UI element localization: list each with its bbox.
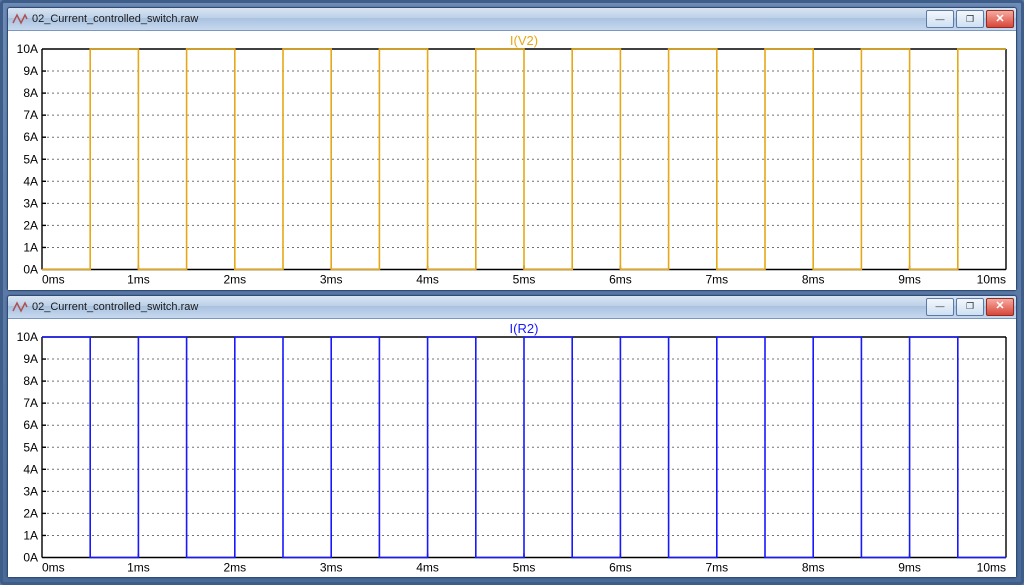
- svg-text:2A: 2A: [23, 506, 38, 520]
- svg-text:5ms: 5ms: [513, 273, 536, 287]
- plot-area-0[interactable]: 0A 1A 2A 3A 4A 5A 6A 7A 8A 9A 10A 0ms 1ms 2ms 3ms 4ms 5m…: [8, 31, 1016, 290]
- svg-text:3ms: 3ms: [320, 560, 343, 574]
- svg-text:I(R2): I(R2): [510, 321, 539, 336]
- window-controls-1: — ❐ ✕: [926, 298, 1014, 316]
- svg-text:4ms: 4ms: [416, 560, 439, 574]
- svg-text:10A: 10A: [17, 330, 38, 344]
- svg-text:3A: 3A: [23, 196, 38, 210]
- app-icon: [12, 11, 28, 27]
- svg-text:I(V2): I(V2): [510, 33, 538, 48]
- app-icon: [12, 299, 28, 315]
- svg-text:10ms: 10ms: [977, 560, 1006, 574]
- svg-text:1ms: 1ms: [127, 560, 150, 574]
- svg-text:9A: 9A: [23, 64, 38, 78]
- svg-text:5A: 5A: [23, 152, 38, 166]
- svg-text:7ms: 7ms: [705, 560, 728, 574]
- svg-text:2A: 2A: [23, 218, 38, 232]
- titlebar-1[interactable]: 02_Current_controlled_switch.raw — ❐ ✕: [8, 296, 1016, 319]
- maximize-button[interactable]: ❐: [956, 10, 984, 28]
- svg-text:1A: 1A: [23, 240, 38, 254]
- svg-text:2ms: 2ms: [223, 560, 246, 574]
- svg-text:7ms: 7ms: [705, 273, 728, 287]
- svg-text:4A: 4A: [23, 174, 38, 188]
- svg-text:0ms: 0ms: [42, 560, 65, 574]
- svg-text:10ms: 10ms: [977, 273, 1006, 287]
- svg-text:10A: 10A: [17, 42, 38, 56]
- svg-text:0A: 0A: [23, 263, 38, 277]
- svg-text:6A: 6A: [23, 130, 38, 144]
- svg-text:8ms: 8ms: [802, 273, 825, 287]
- svg-text:8A: 8A: [23, 374, 38, 388]
- close-button[interactable]: ✕: [986, 10, 1014, 28]
- svg-text:7A: 7A: [23, 108, 38, 122]
- svg-text:1A: 1A: [23, 528, 38, 542]
- svg-text:9ms: 9ms: [898, 273, 921, 287]
- svg-text:0A: 0A: [23, 550, 38, 564]
- plot-pane-0: 02_Current_controlled_switch.raw — ❐ ✕ 0…: [7, 7, 1017, 291]
- minimize-button[interactable]: —: [926, 298, 954, 316]
- svg-text:6A: 6A: [23, 418, 38, 432]
- svg-text:3A: 3A: [23, 484, 38, 498]
- svg-text:9A: 9A: [23, 352, 38, 366]
- svg-text:7A: 7A: [23, 396, 38, 410]
- window-title-0: 02_Current_controlled_switch.raw: [32, 13, 926, 25]
- svg-text:2ms: 2ms: [223, 273, 246, 287]
- plot-area-1[interactable]: 0A 1A 2A 3A 4A 5A 6A 7A 8A 9A 10A 0ms 1ms 2ms 3ms 4ms 5m…: [8, 319, 1016, 578]
- minimize-button[interactable]: —: [926, 10, 954, 28]
- plot-svg-0: 0A 1A 2A 3A 4A 5A 6A 7A 8A 9A 10A 0ms 1ms 2ms 3ms 4ms 5m…: [8, 31, 1016, 290]
- svg-text:5A: 5A: [23, 440, 38, 454]
- close-button[interactable]: ✕: [986, 298, 1014, 316]
- app-frame: 02_Current_controlled_switch.raw — ❐ ✕ 0…: [0, 0, 1024, 585]
- svg-text:1ms: 1ms: [127, 273, 150, 287]
- svg-text:8A: 8A: [23, 86, 38, 100]
- plot-svg-1: 0A 1A 2A 3A 4A 5A 6A 7A 8A 9A 10A 0ms 1ms 2ms 3ms 4ms 5m…: [8, 319, 1016, 578]
- svg-text:9ms: 9ms: [898, 560, 921, 574]
- svg-text:4ms: 4ms: [416, 273, 439, 287]
- svg-text:6ms: 6ms: [609, 273, 632, 287]
- svg-text:5ms: 5ms: [513, 560, 536, 574]
- window-controls-0: — ❐ ✕: [926, 10, 1014, 28]
- svg-text:3ms: 3ms: [320, 273, 343, 287]
- maximize-button[interactable]: ❐: [956, 298, 984, 316]
- titlebar-0[interactable]: 02_Current_controlled_switch.raw — ❐ ✕: [8, 8, 1016, 31]
- svg-text:8ms: 8ms: [802, 560, 825, 574]
- window-title-1: 02_Current_controlled_switch.raw: [32, 301, 926, 313]
- svg-text:6ms: 6ms: [609, 560, 632, 574]
- svg-text:0ms: 0ms: [42, 273, 65, 287]
- plot-pane-1: 02_Current_controlled_switch.raw — ❐ ✕ 0…: [7, 295, 1017, 579]
- svg-text:4A: 4A: [23, 462, 38, 476]
